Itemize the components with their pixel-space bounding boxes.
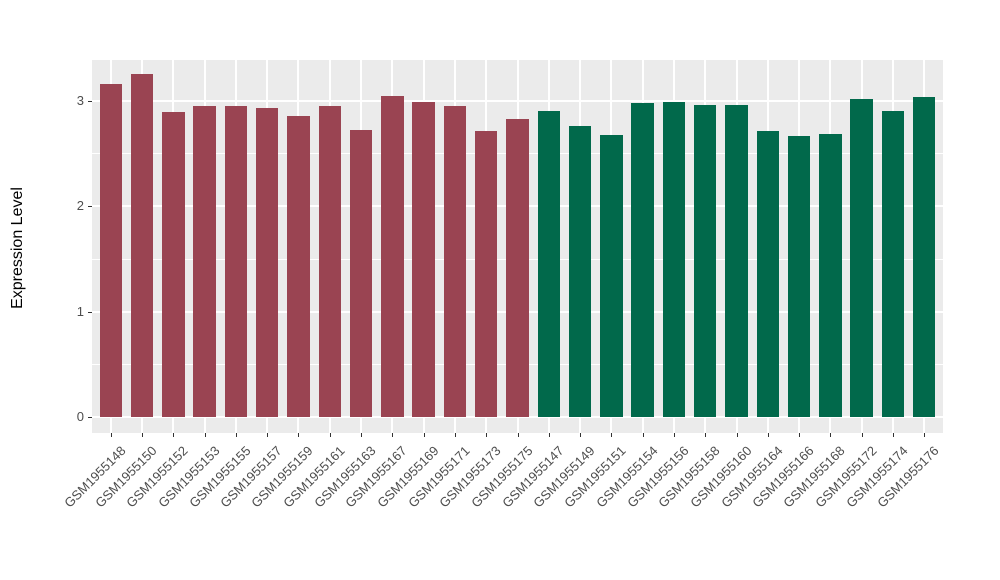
bar (756, 130, 779, 417)
bar (913, 96, 936, 417)
x-tick-mark (110, 433, 112, 437)
bar (412, 102, 435, 417)
x-tick-mark (611, 433, 613, 437)
y-tick-label: 1 (76, 303, 84, 319)
x-tick-mark (173, 433, 175, 437)
y-tick-mark (88, 101, 92, 103)
y-tick-label: 0 (76, 409, 84, 424)
bar (600, 134, 623, 417)
x-tick-mark (235, 433, 237, 437)
bar (99, 84, 122, 417)
x-tick-mark (799, 433, 801, 437)
x-tick-mark (767, 433, 769, 437)
bar (130, 73, 154, 417)
x-tick-mark (423, 433, 425, 437)
bar (694, 105, 717, 417)
y-tick-label: 3 (76, 93, 84, 109)
x-tick-mark (361, 433, 363, 437)
bar (787, 135, 811, 417)
y-tick-mark (88, 206, 92, 208)
y-tick-label: 2 (76, 198, 84, 214)
bar (725, 105, 748, 417)
bar (506, 118, 529, 417)
bar (256, 108, 279, 417)
bar (381, 95, 404, 417)
x-tick-mark (924, 433, 926, 437)
bar (443, 106, 467, 417)
x-tick-mark (267, 433, 269, 437)
bar (850, 98, 873, 417)
x-tick-mark (204, 433, 206, 437)
bar (819, 133, 842, 417)
x-tick-mark (486, 433, 488, 437)
x-tick-mark (580, 433, 582, 437)
bar (881, 110, 905, 417)
plot-panel (92, 60, 943, 433)
x-tick-mark (673, 433, 675, 437)
bar (568, 126, 592, 417)
x-tick-mark (736, 433, 738, 437)
x-tick-mark (329, 433, 331, 437)
x-tick-mark (454, 433, 456, 437)
y-tick-mark (88, 417, 92, 418)
x-tick-mark (892, 433, 894, 437)
bar (662, 102, 686, 417)
bar (193, 106, 216, 417)
bar (475, 130, 498, 417)
x-tick-mark (517, 433, 519, 437)
bar (318, 106, 341, 417)
y-tick-mark (88, 311, 92, 313)
x-tick-mark (548, 433, 550, 437)
y-axis-title: Expression Level (9, 187, 26, 309)
bar (162, 111, 185, 417)
x-tick-mark (142, 433, 144, 437)
x-tick-mark (298, 433, 300, 437)
x-tick-mark (392, 433, 394, 437)
x-tick-mark (642, 433, 644, 437)
bar (349, 129, 373, 417)
bar (631, 103, 654, 417)
bar (287, 115, 310, 417)
x-tick-mark (705, 433, 707, 437)
bar (537, 110, 560, 417)
x-tick-mark (861, 433, 863, 437)
bar (224, 106, 248, 417)
x-tick-mark (830, 433, 832, 437)
